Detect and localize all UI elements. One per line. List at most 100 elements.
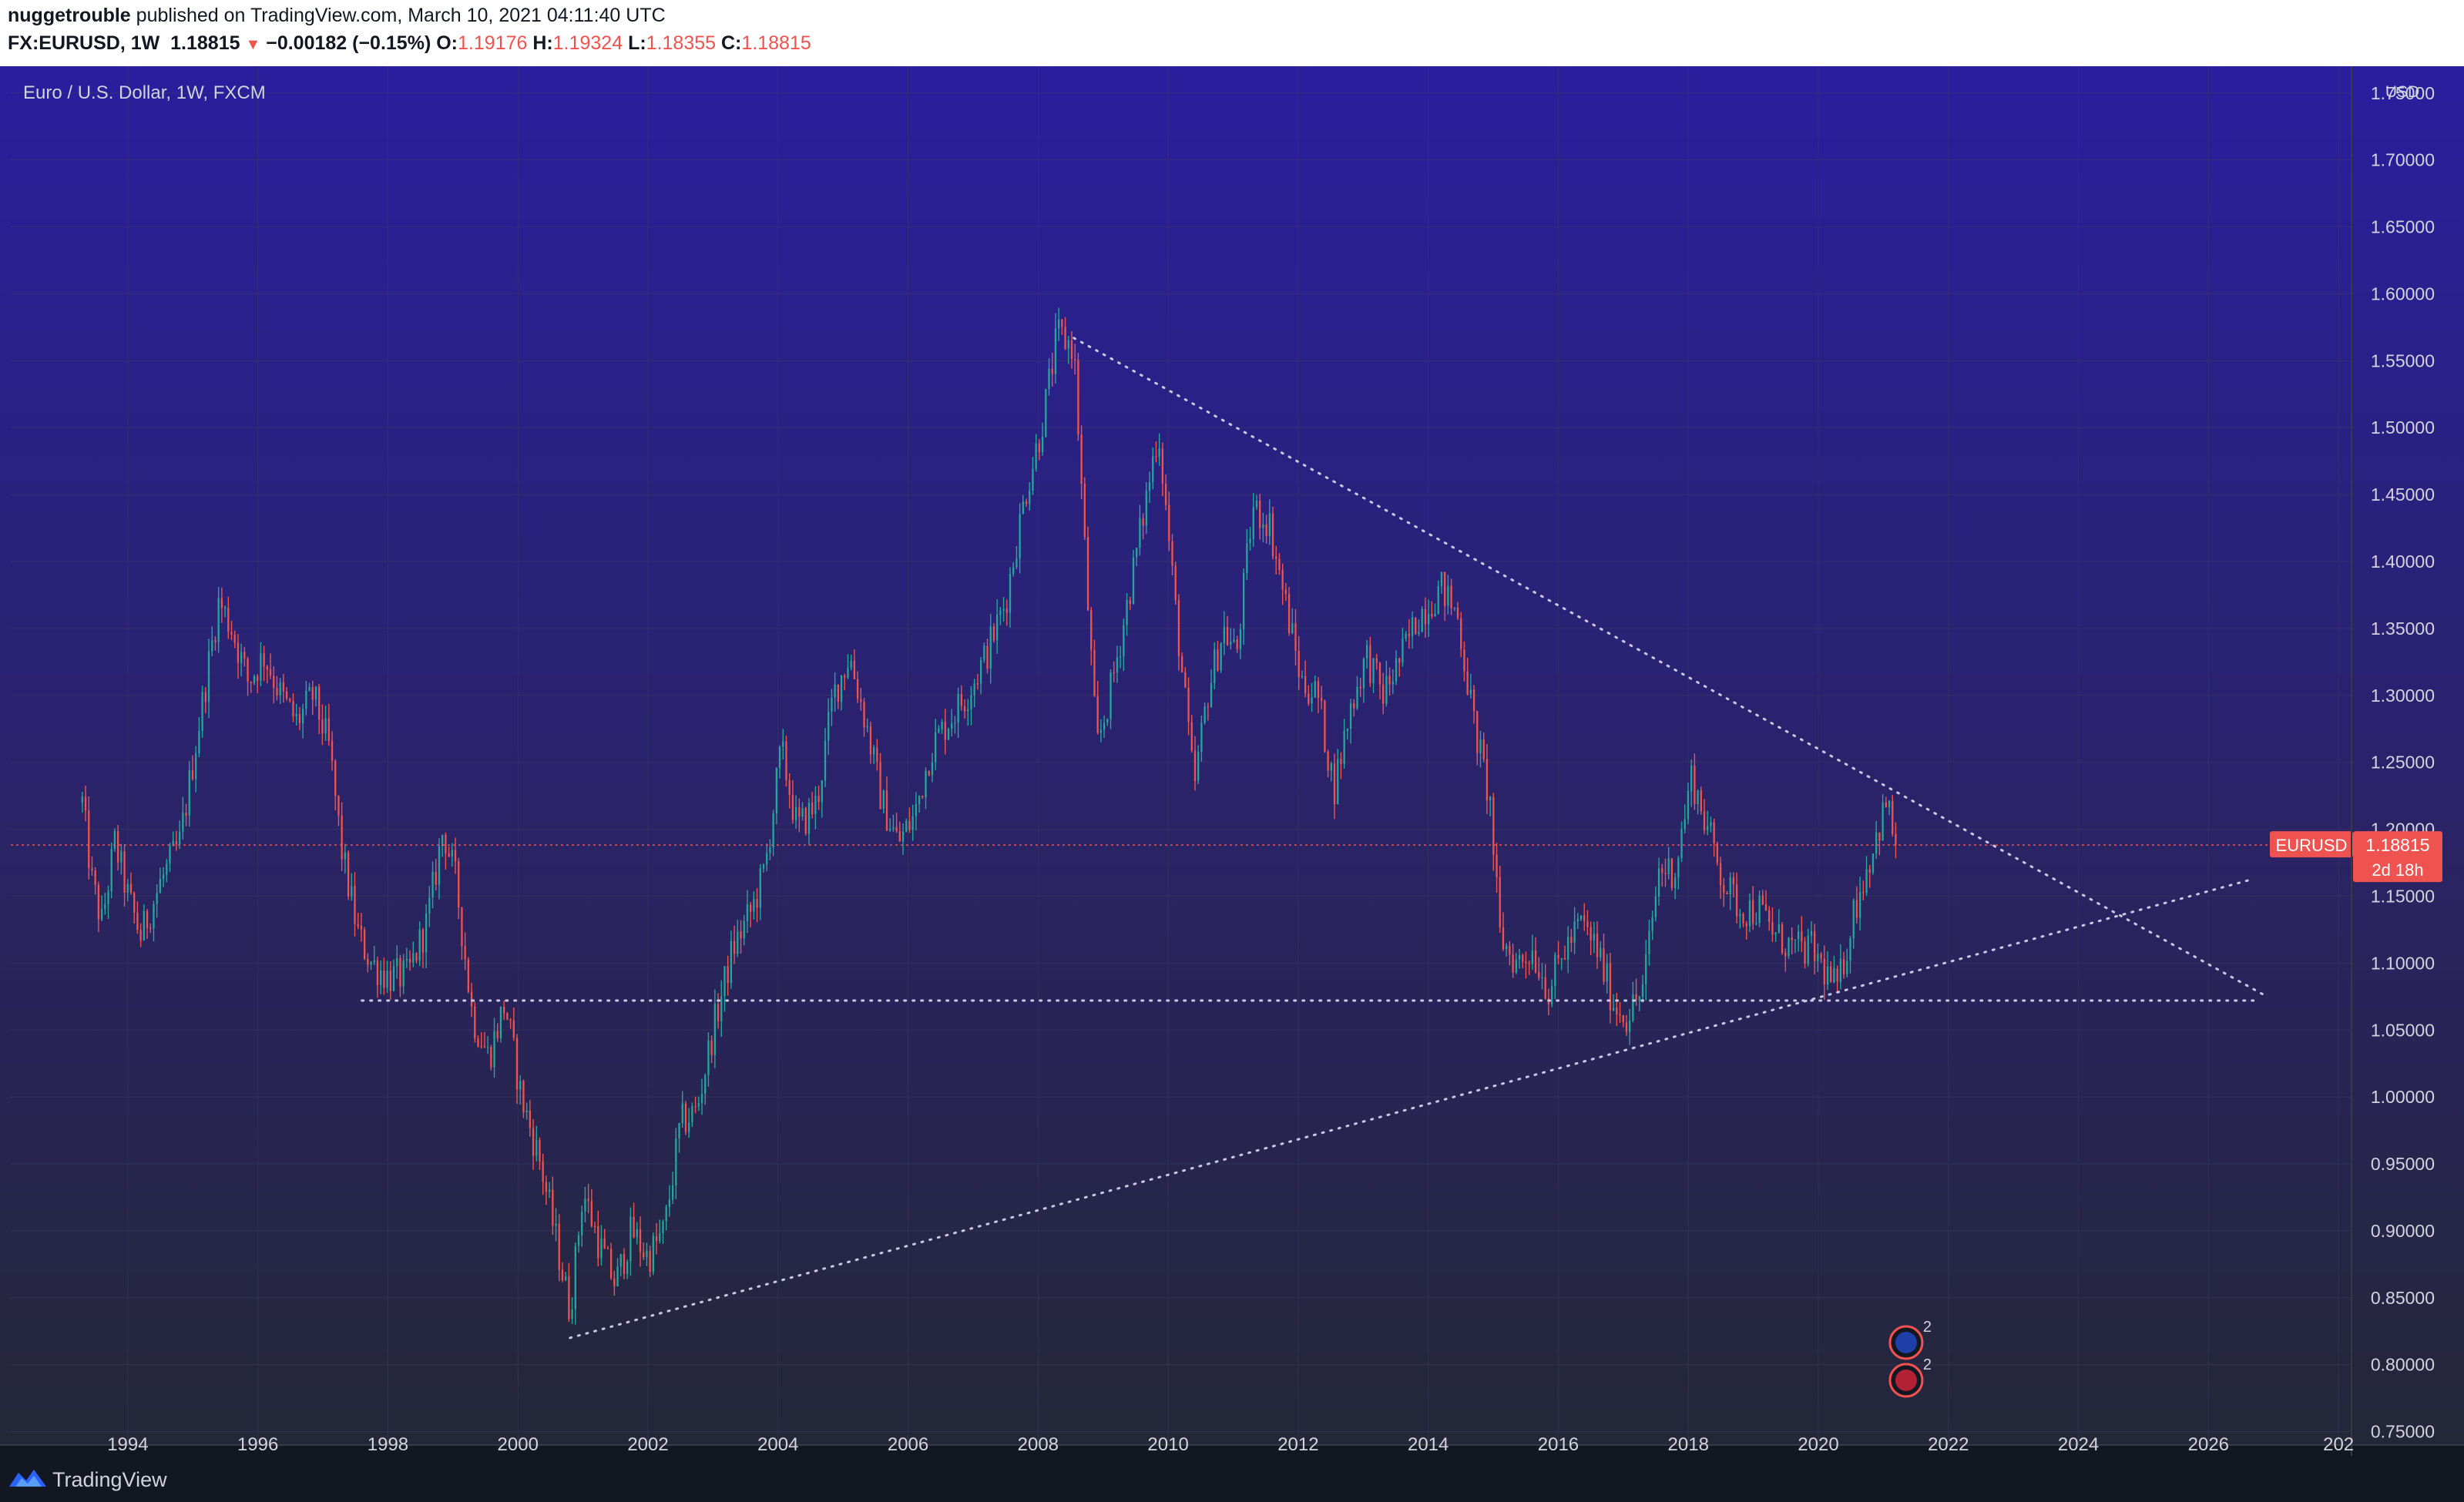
candle-body — [451, 850, 453, 857]
candle-body — [1502, 927, 1505, 950]
candle-body — [146, 910, 149, 929]
candle-body — [321, 719, 324, 734]
price-axis[interactable]: 0.75000 0.80000 0.85000 0.90000 0.95000 1.000… — [2270, 66, 2464, 1456]
candle-body — [1764, 904, 1767, 910]
candle-body — [1317, 681, 1320, 699]
candle-body — [1557, 954, 1559, 959]
candle-body — [817, 796, 820, 803]
candle-body — [1583, 915, 1586, 921]
candle-body — [944, 721, 946, 740]
tradingview-logo-icon[interactable] — [8, 1467, 48, 1490]
candle-body — [1177, 599, 1180, 656]
candle-body — [681, 1103, 683, 1124]
candle-body — [1210, 682, 1213, 708]
candle-body — [1346, 729, 1349, 731]
price-chart[interactable]: 22 0.750000.800000.850000.900000.950001.… — [0, 66, 2464, 1456]
candle-body — [1768, 910, 1771, 922]
symbol-label[interactable]: FX:EURUSD, 1W — [8, 32, 160, 54]
candle-body — [458, 861, 460, 908]
time-tick-label: 2012 — [1277, 1434, 1318, 1455]
price-tick-label: 1.65000 — [2371, 217, 2435, 237]
candle-body — [1476, 711, 1479, 753]
candle-body — [230, 632, 233, 635]
candle-body — [435, 871, 437, 885]
candle-body — [110, 849, 112, 892]
candle-body — [1041, 437, 1044, 452]
candle-body — [1214, 649, 1216, 683]
candle-body — [1242, 572, 1245, 629]
candle-body — [707, 1040, 710, 1075]
candle-body — [1814, 930, 1816, 961]
candle-body — [1252, 507, 1254, 539]
candle-body — [1657, 868, 1660, 897]
candle-body — [1304, 676, 1307, 694]
candle-body — [120, 851, 123, 863]
publish-header: nuggetrouble published on TradingView.co… — [0, 0, 2464, 66]
candle-body — [88, 810, 90, 869]
candle-body — [91, 868, 93, 870]
candle-body — [1469, 689, 1472, 695]
candle-body — [1083, 484, 1086, 538]
candle-body — [989, 626, 992, 669]
candle-body — [1116, 657, 1119, 672]
candle-body — [402, 960, 405, 987]
candle-body — [1700, 790, 1702, 812]
candle-body — [1096, 696, 1099, 733]
candle-body — [445, 835, 447, 854]
price-tick-label: 0.95000 — [2371, 1154, 2435, 1174]
author-name[interactable]: nuggetrouble — [8, 5, 131, 26]
candle-body — [1670, 858, 1673, 888]
high-value: 1.19324 — [552, 32, 623, 54]
time-tick-label: 2004 — [757, 1434, 798, 1455]
time-tick-label: 202 — [2323, 1434, 2354, 1455]
candle-body — [1518, 955, 1521, 960]
tradingview-brand[interactable]: TradingView — [52, 1468, 167, 1491]
price-tick-label: 0.85000 — [2371, 1288, 2435, 1308]
candle-body — [1761, 895, 1764, 905]
candle-body — [646, 1250, 648, 1258]
candle-body — [992, 626, 995, 641]
candle-body — [499, 1006, 502, 1038]
candle-body — [104, 904, 106, 909]
candle-body — [1145, 491, 1147, 526]
candle-body — [603, 1238, 606, 1249]
candle-body — [519, 1081, 522, 1090]
chart-title: Euro / U.S. Dollar, 1W, FXCM — [23, 82, 266, 103]
candle-body — [1324, 700, 1326, 752]
candle-body — [957, 694, 959, 723]
candle-body — [220, 598, 223, 609]
time-axis[interactable]: 1994 1996 1998 2000 2002 2004 2006 2008 2010 2012… — [0, 66, 2464, 1456]
price-badge-countdown: 2d 18h — [2372, 860, 2423, 880]
candle-body — [571, 1309, 573, 1319]
candle-body — [1086, 537, 1089, 611]
candle-body — [1356, 686, 1358, 709]
candle-body — [587, 1199, 589, 1202]
candle-body — [1654, 896, 1657, 917]
candle-body — [1391, 681, 1394, 685]
candle-body — [1622, 1015, 1624, 1023]
time-tick-label: 2024 — [2058, 1434, 2099, 1455]
candle-body — [1625, 1022, 1628, 1032]
candle-body — [421, 929, 425, 953]
candle-body — [178, 831, 181, 845]
candle-body — [1629, 1020, 1631, 1032]
candle-body — [139, 929, 142, 940]
candle-body — [1418, 632, 1420, 634]
event-markers: 22 — [1888, 1319, 1932, 1398]
candle-body — [697, 1103, 700, 1107]
candle-body — [431, 871, 434, 898]
candle-body — [1460, 618, 1462, 649]
candle-body — [289, 698, 291, 701]
candle-body — [548, 1189, 551, 1192]
candle-body — [314, 686, 317, 700]
candle-body — [723, 966, 726, 997]
candle-body — [1330, 763, 1332, 771]
candle-body — [389, 971, 391, 991]
candle-body — [1839, 959, 1842, 982]
candle-body — [879, 761, 881, 810]
candle-body — [1029, 490, 1031, 505]
candle-body — [801, 808, 804, 817]
candle-body — [1051, 368, 1053, 374]
candle-body — [1230, 642, 1232, 645]
